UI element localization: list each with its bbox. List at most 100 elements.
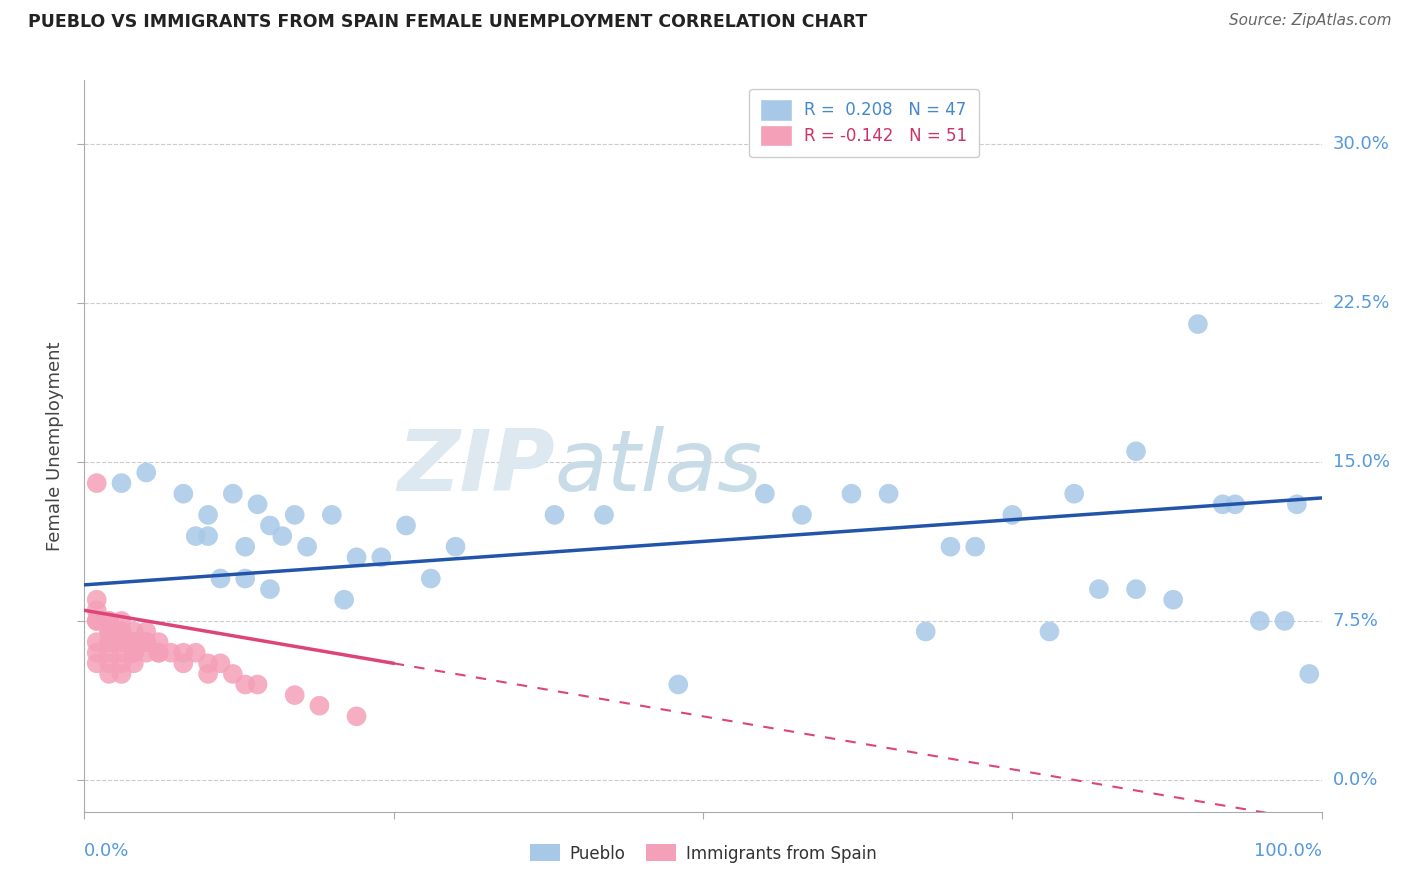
Text: PUEBLO VS IMMIGRANTS FROM SPAIN FEMALE UNEMPLOYMENT CORRELATION CHART: PUEBLO VS IMMIGRANTS FROM SPAIN FEMALE U… xyxy=(28,13,868,31)
Point xyxy=(284,688,307,702)
Point xyxy=(110,624,132,639)
Point xyxy=(122,624,145,639)
Point xyxy=(965,540,987,554)
Text: 100.0%: 100.0% xyxy=(1254,842,1322,860)
Text: ZIP: ZIP xyxy=(396,426,554,509)
Point xyxy=(98,646,121,660)
Point xyxy=(790,508,813,522)
Point xyxy=(914,624,936,639)
Point xyxy=(110,624,132,639)
Point xyxy=(222,486,245,500)
Point xyxy=(593,508,616,522)
Point xyxy=(86,476,108,491)
Point xyxy=(246,497,269,511)
Point xyxy=(98,667,121,681)
Point xyxy=(1187,317,1209,331)
Point xyxy=(271,529,294,543)
Point xyxy=(122,635,145,649)
Text: 22.5%: 22.5% xyxy=(1333,293,1391,312)
Point xyxy=(86,635,108,649)
Point xyxy=(86,592,108,607)
Point xyxy=(1223,497,1246,511)
Point xyxy=(233,677,256,691)
Point xyxy=(197,667,219,681)
Point xyxy=(110,646,132,660)
Point xyxy=(148,635,170,649)
Point xyxy=(233,540,256,554)
Point xyxy=(172,657,194,671)
Point xyxy=(148,646,170,660)
Text: 7.5%: 7.5% xyxy=(1333,612,1379,630)
Point xyxy=(86,614,108,628)
Point xyxy=(110,657,132,671)
Point xyxy=(308,698,330,713)
Point xyxy=(122,657,145,671)
Point xyxy=(346,709,368,723)
Point xyxy=(1088,582,1111,596)
Point xyxy=(122,646,145,660)
Point xyxy=(98,635,121,649)
Point xyxy=(135,624,157,639)
Point xyxy=(754,486,776,500)
Point xyxy=(543,508,565,522)
Point xyxy=(197,657,219,671)
Point xyxy=(98,614,121,628)
Point xyxy=(1285,497,1308,511)
Point xyxy=(86,614,108,628)
Y-axis label: Female Unemployment: Female Unemployment xyxy=(46,342,65,550)
Point xyxy=(259,518,281,533)
Legend: Pueblo, Immigrants from Spain: Pueblo, Immigrants from Spain xyxy=(523,838,883,869)
Point xyxy=(172,486,194,500)
Point xyxy=(148,646,170,660)
Point xyxy=(877,486,900,500)
Point xyxy=(333,592,356,607)
Point xyxy=(295,540,318,554)
Point xyxy=(666,677,689,691)
Point xyxy=(1274,614,1296,628)
Point xyxy=(184,646,207,660)
Point xyxy=(110,667,132,681)
Point xyxy=(1249,614,1271,628)
Point xyxy=(110,635,132,649)
Point xyxy=(370,550,392,565)
Point xyxy=(1212,497,1234,511)
Point xyxy=(86,603,108,617)
Point xyxy=(184,529,207,543)
Point xyxy=(1298,667,1320,681)
Point xyxy=(110,614,132,628)
Point xyxy=(321,508,343,522)
Point xyxy=(209,572,232,586)
Text: 15.0%: 15.0% xyxy=(1333,453,1389,471)
Point xyxy=(197,508,219,522)
Point xyxy=(110,635,132,649)
Point xyxy=(841,486,863,500)
Point xyxy=(222,667,245,681)
Point xyxy=(209,657,232,671)
Point xyxy=(122,635,145,649)
Point xyxy=(98,624,121,639)
Point xyxy=(86,657,108,671)
Point xyxy=(172,646,194,660)
Point xyxy=(110,476,132,491)
Point xyxy=(1038,624,1060,639)
Point xyxy=(135,635,157,649)
Point xyxy=(939,540,962,554)
Point xyxy=(98,614,121,628)
Point xyxy=(395,518,418,533)
Point xyxy=(1063,486,1085,500)
Point xyxy=(86,646,108,660)
Point xyxy=(259,582,281,596)
Point xyxy=(98,657,121,671)
Point xyxy=(246,677,269,691)
Point xyxy=(135,466,157,480)
Point xyxy=(160,646,183,660)
Point xyxy=(98,624,121,639)
Text: 0.0%: 0.0% xyxy=(84,842,129,860)
Point xyxy=(135,646,157,660)
Point xyxy=(346,550,368,565)
Text: 0.0%: 0.0% xyxy=(1333,771,1378,789)
Point xyxy=(1161,592,1184,607)
Point xyxy=(135,635,157,649)
Point xyxy=(1125,444,1147,458)
Point xyxy=(122,646,145,660)
